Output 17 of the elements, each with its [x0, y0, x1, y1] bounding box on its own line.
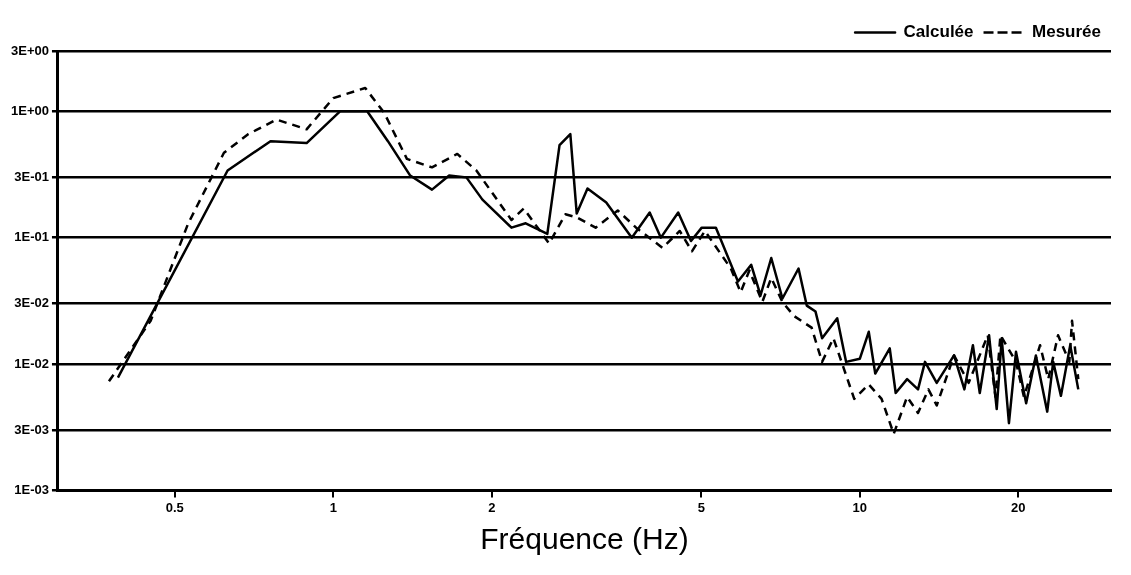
x-tick-label: 5	[697, 499, 705, 515]
y-tick-label: 1E+00	[11, 102, 49, 118]
y-tick-label: 3E-01	[14, 168, 49, 184]
y-tick-label: 1E-03	[14, 481, 49, 497]
x-axis-title: Fréquence (Hz)	[480, 522, 689, 556]
legend-label: Mesurée	[1032, 22, 1101, 42]
y-tick-label: 3E-03	[14, 421, 49, 437]
x-tick-label: 2	[488, 499, 496, 515]
x-tick-label: 10	[852, 499, 868, 515]
legend-label: Calculée	[903, 22, 974, 42]
y-tick-label: 1E-01	[14, 229, 49, 245]
x-tick-label: 1	[329, 499, 337, 515]
y-tick-label: 3E-02	[14, 295, 49, 311]
x-tick-label: 20	[1011, 499, 1026, 515]
y-tick-label: 3E+00	[11, 42, 49, 58]
y-tick-label: 1E-02	[14, 355, 49, 371]
x-tick-label: 0.5	[165, 499, 184, 515]
